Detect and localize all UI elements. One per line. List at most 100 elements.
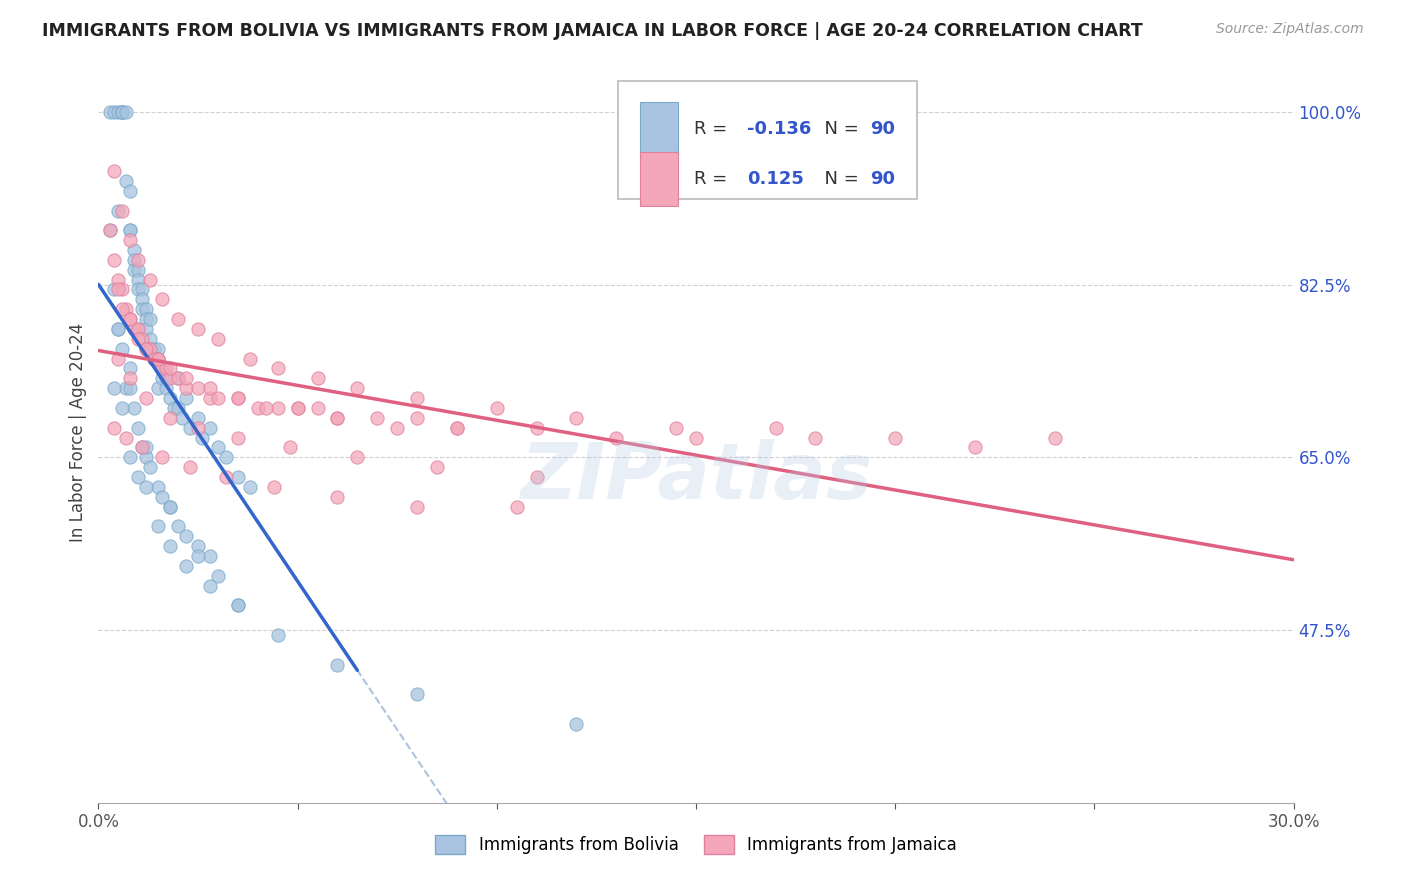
Point (207, 332, 229, 346)
FancyBboxPatch shape (640, 152, 678, 206)
Point (174, 529, 197, 543)
Point (148, 342, 170, 356)
Point (103, 381, 125, 395)
Point (263, 480, 285, 494)
Text: -0.136: -0.136 (748, 120, 811, 138)
Point (131, 293, 153, 307)
Point (127, 420, 149, 434)
Point (120, 371, 142, 385)
Point (107, 351, 129, 366)
Point (226, 391, 249, 405)
Point (135, 441, 157, 455)
Point (150, 371, 173, 385)
Point (120, 223, 142, 237)
Point (139, 332, 162, 346)
Point (120, 223, 142, 237)
Point (111, 283, 134, 297)
Point (963, 441, 986, 455)
Point (107, 104, 129, 119)
Point (366, 410, 388, 425)
Text: 90: 90 (870, 170, 896, 188)
Point (127, 272, 149, 286)
Point (226, 599, 249, 613)
Point (426, 460, 449, 475)
Point (346, 381, 368, 395)
Point (565, 410, 588, 425)
Point (187, 322, 209, 336)
Point (135, 312, 157, 326)
Point (139, 342, 162, 356)
Point (179, 460, 201, 475)
Point (326, 410, 349, 425)
Point (131, 441, 153, 455)
Point (526, 420, 548, 434)
Point (103, 252, 125, 267)
Point (174, 371, 197, 385)
Point (139, 460, 162, 475)
Point (226, 470, 249, 484)
Point (159, 500, 181, 514)
Point (107, 203, 129, 218)
Point (446, 420, 468, 434)
Point (127, 322, 149, 336)
Point (159, 539, 181, 553)
Point (103, 420, 125, 434)
Text: 90: 90 (870, 120, 896, 138)
Point (148, 351, 170, 366)
Point (174, 558, 197, 573)
Point (111, 401, 134, 415)
Point (124, 262, 146, 277)
Point (159, 500, 181, 514)
Point (446, 420, 468, 434)
Point (120, 184, 142, 198)
Point (326, 657, 349, 672)
Point (385, 420, 409, 434)
Point (226, 599, 249, 613)
Point (115, 431, 138, 445)
Point (127, 332, 149, 346)
Point (111, 104, 134, 119)
Point (207, 568, 229, 582)
Point (107, 322, 129, 336)
Point (254, 401, 277, 415)
Point (98, 223, 122, 237)
Point (98, 223, 122, 237)
Point (131, 283, 153, 297)
Point (111, 302, 134, 317)
Point (143, 351, 166, 366)
Point (239, 351, 262, 366)
Text: ZIPatlas: ZIPatlas (520, 439, 872, 515)
Point (267, 361, 290, 376)
Text: Source: ZipAtlas.com: Source: ZipAtlas.com (1216, 22, 1364, 37)
Point (127, 283, 149, 297)
Point (155, 381, 177, 395)
Point (246, 401, 269, 415)
Text: R =: R = (693, 170, 738, 188)
Point (198, 391, 221, 405)
Point (406, 500, 429, 514)
Point (163, 401, 186, 415)
Point (167, 519, 190, 533)
Point (804, 431, 827, 445)
Text: 0.125: 0.125 (748, 170, 804, 188)
Point (167, 401, 190, 415)
Point (135, 342, 157, 356)
Point (406, 687, 429, 701)
Point (115, 381, 138, 395)
Point (107, 283, 129, 297)
Point (172, 410, 194, 425)
Point (150, 361, 173, 376)
Point (135, 391, 157, 405)
Point (127, 322, 149, 336)
Point (884, 431, 907, 445)
Point (287, 401, 309, 415)
Point (143, 351, 166, 366)
Point (115, 174, 138, 188)
Point (215, 470, 238, 484)
Point (150, 361, 173, 376)
Point (226, 431, 249, 445)
Point (207, 391, 229, 405)
Point (115, 302, 138, 317)
Point (124, 401, 146, 415)
Point (159, 391, 181, 405)
